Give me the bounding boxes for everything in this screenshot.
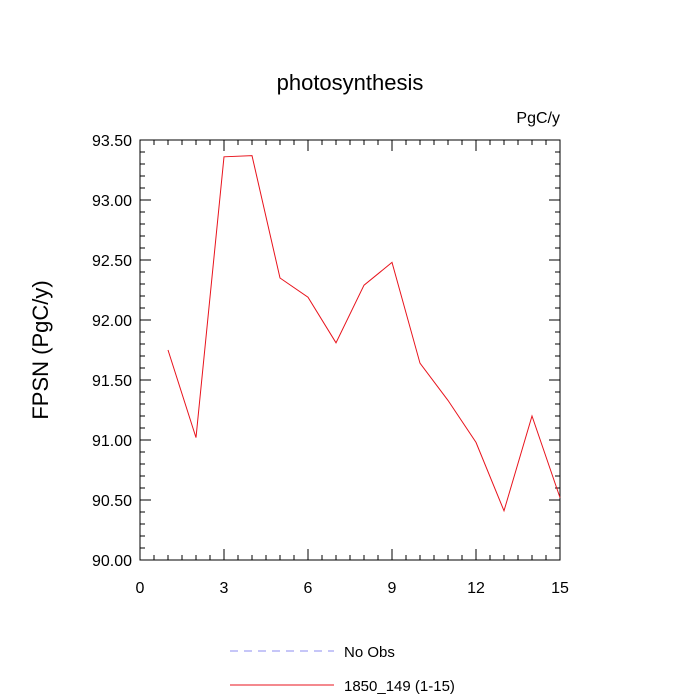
y-tick-label: 90.00	[92, 553, 132, 570]
series-layer	[167, 155, 561, 513]
y-tick-label: 90.50	[92, 493, 132, 510]
y-tick-label: 91.00	[92, 433, 132, 450]
y-axis-label: FPSN (PgC/y)	[28, 280, 53, 419]
x-tick-label: 3	[220, 580, 229, 597]
legend-entry: 1850_149 (1-15)	[344, 678, 455, 695]
x-axis: 0 3 6 9 12 15	[136, 140, 569, 597]
y-tick-label: 93.50	[92, 133, 132, 150]
units-label: PgC/y	[516, 110, 560, 127]
chart-title: photosynthesis	[277, 70, 424, 95]
x-tick-label: 12	[467, 580, 485, 597]
y-tick-label: 93.00	[92, 193, 132, 210]
y-tick-label: 91.50	[92, 373, 132, 390]
x-tick-label: 0	[136, 580, 145, 597]
legend: No Obs 1850_149 (1-15)	[230, 644, 455, 695]
y-tick-label: 92.50	[92, 253, 132, 270]
x-tick-label: 6	[304, 580, 313, 597]
x-tick-label: 15	[551, 580, 569, 597]
legend-entry: No Obs	[344, 644, 395, 661]
plot-frame	[139, 139, 561, 561]
y-tick-label: 92.00	[92, 313, 132, 330]
x-tick-label: 9	[388, 580, 397, 597]
y-axis: 90.00 90.50 91.00 91.50 92.00 92.50 93.00 93.50	[92, 133, 560, 570]
series-line-0	[167, 155, 561, 513]
